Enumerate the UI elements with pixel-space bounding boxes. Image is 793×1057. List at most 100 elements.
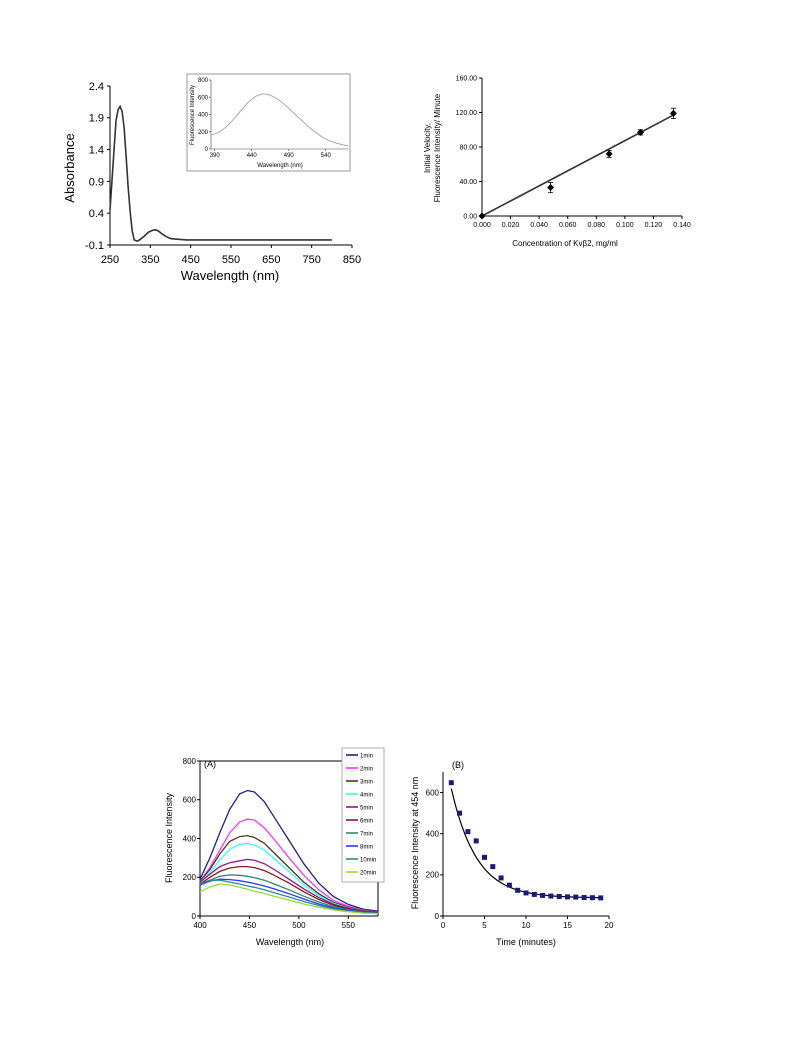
abs-y-tick-label: 1.9 bbox=[89, 113, 104, 125]
abs-y-tick-label: 0.9 bbox=[89, 176, 104, 188]
abs-x-tick-label: 350 bbox=[141, 254, 159, 266]
b-data-point bbox=[573, 894, 579, 900]
a-legend-label: 6min bbox=[360, 819, 373, 825]
vel-y-tick-label: 160.00 bbox=[456, 75, 478, 82]
b-data-point bbox=[556, 893, 562, 899]
inset-y-tick-label: 200 bbox=[198, 130, 209, 136]
vel-data-point bbox=[478, 212, 486, 220]
a-series-line bbox=[199, 883, 379, 915]
b-data-point bbox=[589, 895, 595, 901]
a-x-tick-label: 400 bbox=[193, 921, 207, 930]
b-x-tick-label: 15 bbox=[563, 921, 572, 930]
a-plot-layer: 400 450 500 550 0 200 400 600 800 bbox=[183, 757, 379, 930]
abs-y-tick-label: 0.4 bbox=[89, 208, 104, 220]
b-x-tick-label: 20 bbox=[605, 921, 614, 930]
b-data-point bbox=[548, 893, 554, 899]
vel-data-point bbox=[605, 150, 613, 158]
a-series-line bbox=[199, 865, 379, 914]
abs-x-tick-label: 250 bbox=[101, 254, 119, 266]
vel-x-tick-label: 0.080 bbox=[588, 222, 606, 229]
a-legend-label: 8min bbox=[360, 845, 373, 851]
vel-x-tick-label: 0.100 bbox=[616, 222, 634, 229]
inset-y-tick-label: 800 bbox=[198, 78, 209, 84]
abs-xlabel: Wavelength (nm) bbox=[181, 268, 280, 283]
b-data-point bbox=[457, 810, 463, 816]
abs-ylabel: Absorbance bbox=[62, 133, 77, 202]
a-y-tick-label: 800 bbox=[183, 757, 197, 766]
abs-y-tick-label: -0.1 bbox=[85, 240, 104, 252]
a-panel-label: (A) bbox=[204, 759, 216, 769]
b-ylabel: Fluorescence Intensity at 454 nm bbox=[410, 777, 420, 910]
abs-x-tick-label: 750 bbox=[302, 254, 320, 266]
vel-data-point bbox=[637, 128, 645, 136]
vel-y-tick-label: 80.00 bbox=[459, 144, 477, 151]
a-series-line bbox=[199, 818, 379, 913]
b-panel-label: (B) bbox=[452, 760, 464, 770]
a-series-line bbox=[199, 879, 379, 915]
inset-x-tick-label: 540 bbox=[321, 153, 332, 159]
abs-x-tick-label: 650 bbox=[262, 254, 280, 266]
b-x-tick-label: 10 bbox=[522, 921, 531, 930]
b-data-point bbox=[598, 895, 604, 901]
inset-plot-layer: 390 440 490 540 0 200 400 600 800 bbox=[198, 78, 349, 159]
a-y-tick-label: 200 bbox=[183, 873, 197, 882]
inset-x-tick-label: 490 bbox=[284, 153, 295, 159]
b-y-tick-label: 600 bbox=[426, 788, 440, 797]
b-data-point bbox=[523, 890, 529, 896]
vel-y-tick-label: 0.00 bbox=[463, 213, 477, 220]
vel-x-tick-label: 0.000 bbox=[473, 222, 491, 229]
a-legend-layer: 1min 2min 3min 4min 5min 6min 7min 8min 10min 20m… bbox=[346, 754, 376, 877]
a-legend-label: 7min bbox=[360, 832, 373, 838]
vel-xlabel: Concentration of Kvβ2, mg/ml bbox=[512, 239, 618, 248]
inset-y-tick-label: 400 bbox=[198, 113, 209, 119]
b-data-point bbox=[531, 891, 537, 897]
vel-y-tick-label: 120.00 bbox=[456, 110, 478, 117]
inset-xlabel: Wavelength (nm) bbox=[257, 163, 302, 169]
inset-x-tick-label: 440 bbox=[247, 153, 258, 159]
a-x-tick-label: 500 bbox=[292, 921, 306, 930]
b-xlabel: Time (minutes) bbox=[496, 937, 556, 947]
b-data-point bbox=[490, 864, 496, 870]
vel-ylabel-line2: Fluorescence Intensity/ Minute bbox=[433, 93, 442, 202]
abs-y-tick-label: 2.4 bbox=[89, 81, 104, 93]
a-series-line bbox=[199, 874, 379, 914]
inset-x-tick-label: 390 bbox=[210, 153, 221, 159]
vel-data-point bbox=[669, 109, 677, 117]
b-y-tick-label: 0 bbox=[435, 912, 440, 921]
a-x-tick-label: 550 bbox=[342, 921, 356, 930]
vel-x-tick-label: 0.020 bbox=[502, 222, 520, 229]
b-data-point bbox=[581, 894, 587, 900]
a-series-line bbox=[199, 834, 379, 913]
a-legend-label: 4min bbox=[360, 793, 373, 799]
a-y-tick-label: 0 bbox=[192, 912, 197, 921]
inset-y-tick-label: 600 bbox=[198, 95, 209, 101]
a-series-line bbox=[199, 789, 379, 912]
a-series-line bbox=[199, 858, 379, 914]
b-data-point bbox=[482, 854, 487, 860]
inset-series-line bbox=[210, 93, 349, 147]
b-data-point bbox=[498, 875, 504, 881]
a-legend-label: 10min bbox=[360, 858, 376, 864]
abs-x-tick-label: 850 bbox=[343, 254, 361, 266]
abs-y-tick-label: 1.4 bbox=[89, 144, 104, 156]
b-x-tick-label: 5 bbox=[482, 921, 487, 930]
b-data-point bbox=[448, 780, 454, 786]
a-series-line bbox=[199, 842, 379, 914]
a-ylabel: Fluorescence Intensity bbox=[164, 792, 174, 883]
abs-series-line bbox=[109, 104, 332, 243]
a-series-line bbox=[199, 878, 379, 914]
a-y-tick-label: 400 bbox=[183, 834, 197, 843]
inset-ylabel: Fluorescence Intensity bbox=[190, 85, 196, 145]
a-legend-label: 5min bbox=[360, 806, 373, 812]
abs-x-tick-label: 550 bbox=[222, 254, 240, 266]
vel-x-tick-label: 0.060 bbox=[559, 222, 577, 229]
b-data-point bbox=[540, 892, 546, 898]
a-legend-label: 20min bbox=[360, 871, 376, 877]
inset-frame bbox=[186, 73, 351, 172]
a-legend-label: 2min bbox=[360, 767, 373, 773]
vel-x-tick-label: 0.040 bbox=[530, 222, 548, 229]
